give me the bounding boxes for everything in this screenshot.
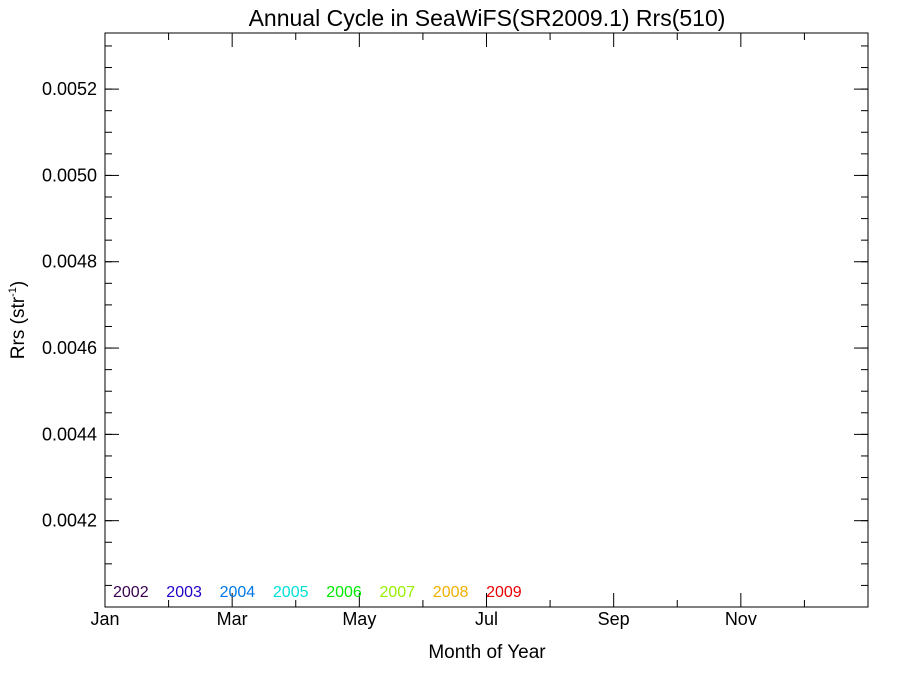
axis-ticks bbox=[104, 33, 868, 607]
x-tick-label: Jul bbox=[475, 609, 498, 629]
x-tick-label: May bbox=[342, 609, 376, 629]
x-tick-label: Mar bbox=[217, 609, 248, 629]
x-tick-labels: Jan Mar May Jul Sep Nov bbox=[90, 609, 756, 629]
y-tick-label: 0.0052 bbox=[42, 79, 97, 99]
y-tick-label: 0.0044 bbox=[42, 424, 97, 444]
legend-entry-2005: 2005 bbox=[273, 584, 309, 601]
legend-entry-2007: 2007 bbox=[380, 584, 416, 601]
x-tick-label: Sep bbox=[598, 609, 630, 629]
legend-entry-2002: 2002 bbox=[113, 584, 149, 601]
y-tick-label: 0.0042 bbox=[42, 511, 97, 531]
legend-entry-2003: 2003 bbox=[166, 584, 202, 601]
legend: 2002 2003 2004 2005 2006 2007 2008 2009 bbox=[113, 584, 522, 601]
legend-entry-2008: 2008 bbox=[433, 584, 469, 601]
y-tick-label: 0.0050 bbox=[42, 165, 97, 185]
chart-title: Annual Cycle in SeaWiFS(SR2009.1) Rrs(51… bbox=[249, 5, 726, 31]
x-tick-label: Jan bbox=[90, 609, 119, 629]
x-tick-label: Nov bbox=[725, 609, 757, 629]
legend-entry-2004: 2004 bbox=[220, 584, 256, 601]
plot-frame bbox=[104, 32, 869, 608]
legend-entry-2006: 2006 bbox=[326, 584, 362, 601]
legend-entry-2009: 2009 bbox=[486, 584, 522, 601]
y-axis-label: Rrs (str-1) bbox=[7, 281, 29, 359]
x-axis-label: Month of Year bbox=[428, 642, 546, 663]
y-tick-labels: 0.0042 0.0044 0.0046 0.0048 0.0050 0.0052 bbox=[42, 79, 97, 531]
y-tick-label: 0.0046 bbox=[42, 338, 97, 358]
y-tick-label: 0.0048 bbox=[42, 252, 97, 272]
